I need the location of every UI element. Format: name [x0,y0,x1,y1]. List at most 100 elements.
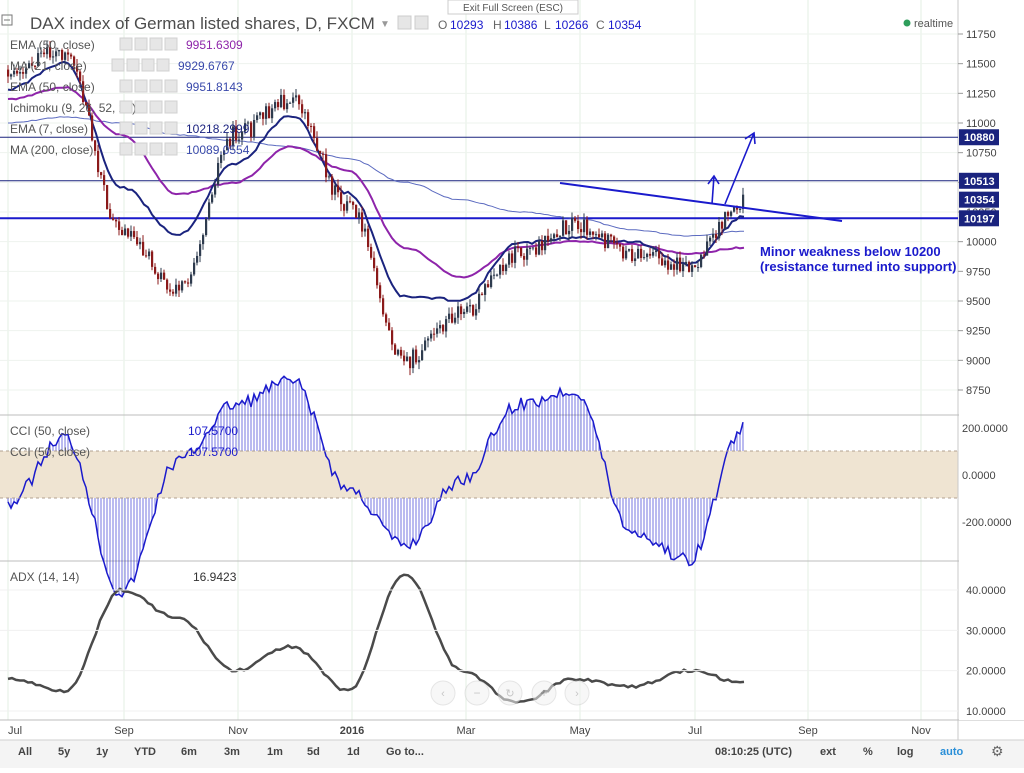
candle-body [622,246,625,259]
range-button-1d[interactable]: 1d [347,746,360,758]
range-button-1y[interactable]: 1y [96,746,109,758]
plus-icon[interactable] [149,100,163,114]
candle-body [604,233,607,249]
eye-icon[interactable] [119,121,133,135]
close-icon[interactable] [164,121,178,135]
candle-body [469,305,472,307]
cci-tick-label: -200.0000 [962,517,1012,529]
price-tick-label: 11500 [966,59,996,71]
candle-body [547,235,550,242]
indicator-legend[interactable]: EMA (50, close) 9951.6309 MA (21, close) 99… [10,37,250,157]
zoom-in-button[interactable] [531,680,557,706]
gear-icon[interactable] [134,142,148,156]
adx-legend[interactable]: ADX (14, 14) 16.9423 [10,570,237,584]
trendline[interactable] [559,182,843,222]
close-icon[interactable] [156,58,170,72]
close-icon[interactable] [164,79,178,93]
cci-axis[interactable]: 200.0000 0.0000 -200.0000 [0,423,1012,529]
gear-icon[interactable] [414,15,429,30]
ext-button[interactable]: ext [820,746,836,758]
range-button-1m[interactable]: 1m [267,746,283,758]
cci-tick-label: 0.0000 [962,470,996,482]
eye-icon[interactable] [119,100,133,114]
candle-body [592,231,595,235]
gear-icon[interactable] [134,121,148,135]
plus-icon: + [540,686,547,700]
candle-body [391,330,394,345]
candle-body [457,306,460,318]
close-icon[interactable] [164,142,178,156]
goto-button[interactable]: Go to... [386,746,424,758]
scroll-left-button[interactable] [430,680,456,706]
candle-body [583,219,586,233]
eye-icon[interactable] [397,15,412,30]
adx-axis[interactable]: 40.0000 30.0000 20.0000 10.0000 [0,585,1006,718]
cci-legend[interactable]: CCI (50, close) 107.5700 CCI (50, close)… [10,424,238,459]
drawings[interactable]: Minor weakness below 10200 (resistance t… [559,131,956,274]
candle-body [430,333,433,339]
eye-icon[interactable] [119,79,133,93]
arrow-head-large [744,131,756,145]
collapse-icon[interactable] [1,14,13,26]
candle-body [601,233,604,238]
time-tick-label: Nov [911,725,931,737]
time-axis[interactable]: Jul Sep Nov 2016 Mar May Jul Sep Nov [8,725,931,737]
gear-icon[interactable] [134,79,148,93]
log-button[interactable]: log [897,746,914,758]
candle-body [289,102,292,104]
plus-icon[interactable] [149,79,163,93]
candle-body [538,241,541,255]
cci-value-2: 107.5700 [188,445,238,459]
gear-icon[interactable] [134,100,148,114]
plus-icon[interactable] [149,142,163,156]
zoom-out-button[interactable] [464,680,490,706]
time-tick-label: 2016 [340,725,364,737]
close-icon[interactable] [164,37,178,51]
arrow-up-large[interactable] [724,132,755,205]
range-button-5y[interactable]: 5y [58,746,71,758]
range-button-6m[interactable]: 6m [181,746,197,758]
gear-icon[interactable]: ⚙ [991,743,1004,759]
candle-body [508,253,511,265]
candle-body [598,234,601,238]
percent-button[interactable]: % [863,746,873,758]
close-icon[interactable] [164,100,178,114]
auto-button[interactable]: auto [940,746,964,758]
title-toolbar[interactable] [397,15,429,30]
plus-icon[interactable] [149,121,163,135]
range-button-all[interactable]: All [18,746,32,758]
candle-body [535,247,538,255]
gear-icon[interactable] [126,58,140,72]
candle-body [40,52,43,54]
exit-full-screen-button[interactable] [447,0,579,15]
scroll-right-button[interactable] [564,680,590,706]
candle-body [52,56,55,58]
range-button-ytd[interactable]: YTD [134,746,156,758]
candle-body [400,349,403,356]
eye-icon[interactable] [119,142,133,156]
eye-icon[interactable] [119,37,133,51]
arrow-up-small[interactable] [711,175,715,205]
reset-button[interactable] [497,680,523,706]
candle-body [208,202,211,219]
range-button-3m[interactable]: 3m [224,746,240,758]
indicator-value: 9929.6767 [178,59,235,73]
plus-icon[interactable] [149,37,163,51]
indicator-value: 9951.8143 [186,80,243,94]
candle-body [634,258,637,262]
range-buttons[interactable]: All 5y 1y YTD 6m 3m 1m 5d 1d [18,746,360,758]
candle-body [688,261,691,272]
candle-body [211,194,214,203]
candle-body [484,284,487,295]
candle-body [652,252,655,256]
gear-icon[interactable] [134,37,148,51]
eye-icon[interactable] [111,58,125,72]
candle-body [100,172,103,176]
arrow-head-small [707,174,720,185]
plus-icon[interactable] [141,58,155,72]
range-button-5d[interactable]: 5d [307,746,320,758]
candle-body [16,70,19,74]
chart-navigation[interactable]: ‹ − ↻ + › [430,680,590,706]
chevron-down-icon[interactable]: ▼ [380,19,390,30]
